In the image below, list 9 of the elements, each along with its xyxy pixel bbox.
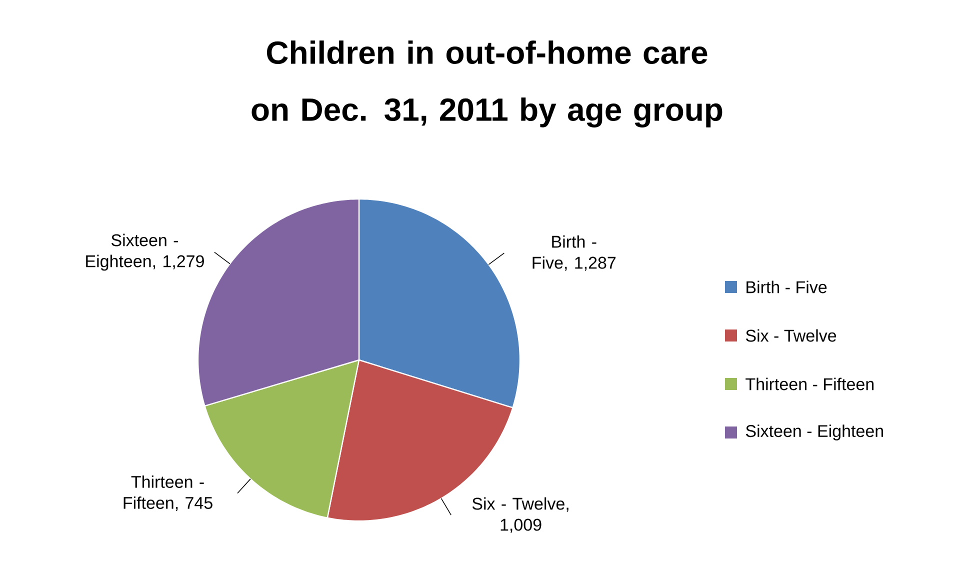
data-label: Thirteen - Fifteen, 745 xyxy=(124,475,212,511)
legend-label: Sixteen - Eighteen xyxy=(746,424,883,440)
data-label: Six - Twelve, 1,009 xyxy=(472,497,568,533)
data-label: Birth - Five, 1,287 xyxy=(532,235,616,271)
legend-label: Birth - Five xyxy=(746,280,827,294)
data-label: Sixteen - Eighteen, 1,279 xyxy=(86,234,204,271)
chart-title: Children in out-of-home care on Dec. 31, 2011 by age group xyxy=(252,40,722,128)
legend-label: Thirteen - Fifteen xyxy=(746,378,874,390)
legend-label: Six - Twelve xyxy=(746,329,836,342)
